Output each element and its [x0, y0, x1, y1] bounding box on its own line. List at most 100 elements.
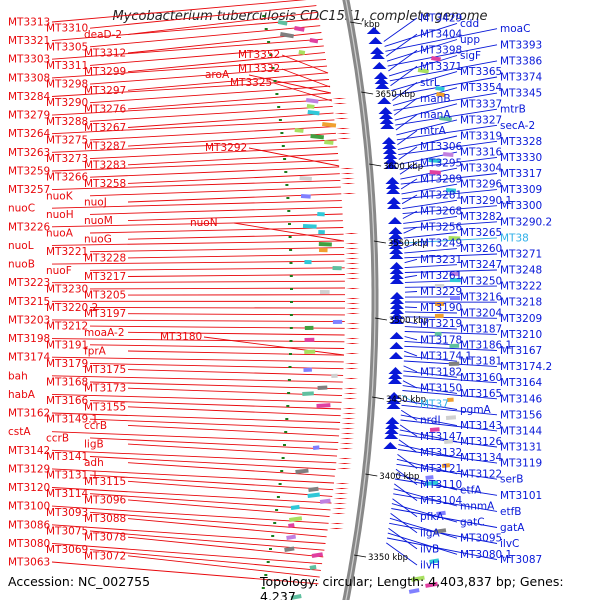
feature-block — [294, 26, 305, 32]
feature-block — [429, 558, 440, 564]
leader-line — [386, 39, 458, 62]
green-tick — [280, 470, 284, 472]
leader-line — [398, 444, 458, 459]
feature-block — [307, 492, 321, 498]
feature-block — [434, 284, 445, 289]
reverse-gene-arrow — [379, 112, 394, 119]
feature-block — [290, 504, 300, 510]
gene-label: MT3297 — [84, 85, 126, 97]
gene-label: MT3259 — [8, 166, 50, 178]
feature-block — [449, 278, 461, 283]
green-tick — [287, 379, 291, 381]
gene-label: pgmA — [460, 404, 492, 416]
green-tick — [264, 28, 268, 30]
tick-label: 3600 kbp — [383, 162, 423, 172]
forward-gene-arrow — [332, 508, 347, 509]
feature-block — [312, 445, 320, 450]
feature-block — [299, 176, 312, 181]
forward-gene-arrow — [343, 393, 358, 394]
gene-label: MT3212 — [46, 321, 88, 333]
gene-label: etfA — [460, 484, 482, 496]
leader-line — [127, 153, 339, 166]
leader-line — [404, 321, 418, 325]
reverse-gene-arrow — [389, 342, 404, 349]
leader-line — [391, 508, 498, 528]
green-tick — [262, 15, 266, 17]
leader-line — [51, 542, 323, 565]
gene-label: MT3080 — [8, 538, 50, 550]
feature-block — [288, 523, 295, 528]
gene-label: MT3190 — [420, 302, 462, 314]
leader-line — [403, 242, 418, 249]
tick-label: 3400 kbp — [379, 472, 419, 482]
gene-label: MT3319 — [460, 131, 502, 143]
leader-line — [402, 205, 498, 215]
reverse-gene-arrow — [386, 402, 401, 409]
feature-block — [433, 528, 447, 534]
leader-line — [89, 456, 336, 470]
gene-label: MT3180 — [160, 331, 202, 343]
label-leader-lines — [51, 0, 498, 585]
tick-label: 3350 kbp — [368, 553, 408, 563]
green-tick — [273, 522, 277, 524]
feature-block — [300, 194, 311, 199]
gene-label: nuoB — [8, 259, 35, 271]
green-tick — [269, 548, 272, 550]
green-tick — [286, 197, 290, 199]
feature-block — [424, 480, 439, 486]
feature-block — [449, 296, 460, 301]
green-tick — [283, 444, 286, 446]
gene-label: MT3075 — [46, 526, 88, 538]
reverse-gene-arrow — [389, 272, 404, 279]
tick-line — [361, 91, 374, 95]
green-tick — [278, 119, 282, 121]
feature-block — [319, 498, 331, 504]
forward-gene-arrow — [334, 118, 349, 119]
forward-gene-arrow — [342, 413, 357, 414]
reverse-gene-arrow — [375, 82, 390, 89]
green-tick — [271, 535, 275, 537]
gene-label: MT3150 — [420, 383, 462, 395]
leader-line — [127, 424, 340, 437]
leader-line — [127, 52, 325, 73]
leader-line — [51, 449, 337, 464]
leader-line — [89, 511, 328, 531]
leader-line — [51, 240, 344, 246]
reverse-gene-arrow — [390, 307, 404, 314]
feature-block — [417, 67, 429, 74]
leader-line — [127, 499, 330, 518]
gene-label: MT3298 — [46, 79, 88, 91]
green-tick — [284, 431, 288, 433]
leader-line — [89, 65, 328, 85]
gene-label: MT3218 — [500, 297, 542, 309]
gene-label: MT3279 — [8, 110, 50, 122]
feature-block — [445, 415, 457, 420]
leader-line — [51, 375, 343, 383]
forward-gene-arrow — [346, 313, 360, 314]
forward-gene-arrow — [339, 443, 354, 444]
tick-line — [353, 554, 367, 558]
leader-line — [51, 431, 339, 444]
forward-gene-arrow — [338, 458, 353, 459]
reverse-gene-arrow — [388, 232, 403, 239]
leader-line — [89, 186, 341, 197]
feature-block — [307, 110, 320, 116]
forward-gene-arrow — [345, 278, 360, 279]
leader-line — [127, 72, 329, 91]
leader-line — [397, 135, 458, 151]
feature-block — [304, 337, 315, 342]
leader-line — [389, 522, 498, 544]
forward-gene-arrow — [335, 483, 350, 484]
feature-block — [303, 367, 312, 372]
tick-label: 3450 kbp — [386, 395, 426, 405]
leader-line — [248, 74, 331, 94]
leader-line — [401, 194, 418, 205]
gene-label: MT3219 — [420, 318, 462, 330]
gene-label: gatA — [500, 522, 525, 534]
gene-label: nrdI — [420, 415, 441, 427]
reverse-gene-arrow — [389, 317, 404, 324]
green-tick — [281, 145, 285, 147]
leader-line — [51, 412, 341, 423]
leader-line — [404, 269, 498, 273]
